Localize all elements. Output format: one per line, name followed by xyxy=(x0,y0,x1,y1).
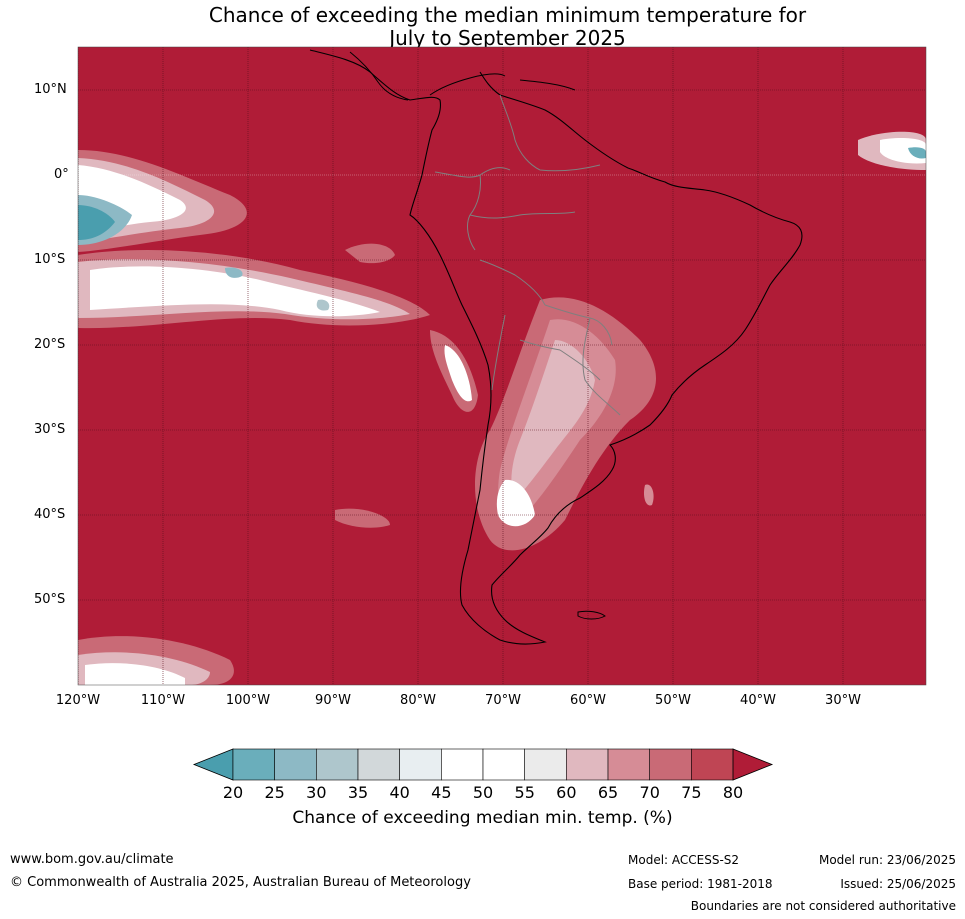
colorbar-title: Chance of exceeding median min. temp. (%… xyxy=(292,808,673,828)
map-background-above-80 xyxy=(78,47,926,685)
lon-label-110w: 110°W xyxy=(140,693,186,708)
colorbar-segment xyxy=(649,748,692,781)
colorbar-tick-label: 50 xyxy=(472,783,494,802)
footer-model-run: Model run: 23/06/2025 xyxy=(818,853,956,867)
colorbar-segment xyxy=(607,748,651,781)
colorbar-tick-label: 30 xyxy=(306,783,327,802)
title-line-2: July to September 2025 xyxy=(389,26,626,50)
pacific-southern-band-anomaly xyxy=(78,250,430,329)
colorbar-arrow-low xyxy=(192,748,234,781)
chile-coast-anomaly xyxy=(335,243,478,528)
colorbar xyxy=(192,748,774,781)
falkland-islands xyxy=(577,610,606,620)
lat-label-0: 0° xyxy=(54,167,69,182)
map-title: Chance of exceeding the median minimum t… xyxy=(0,4,965,50)
south-america-coastline xyxy=(309,49,803,645)
colorbar-segment xyxy=(441,748,484,781)
lon-label-120w: 120°W xyxy=(55,693,101,708)
argentina-anomaly xyxy=(475,297,657,551)
colorbar-segment xyxy=(274,748,317,781)
lat-label-30s: 30°S xyxy=(34,422,66,437)
map-frame xyxy=(77,46,927,686)
footer-model: Model: ACCESS-S2 xyxy=(628,853,740,867)
colorbar-segment xyxy=(524,748,567,781)
east-atlantic-anomaly-core xyxy=(908,147,926,159)
footer-copyright: © Commonwealth of Australia 2025, Austra… xyxy=(10,875,471,890)
footer-website: www.bom.gov.au/climate xyxy=(10,852,174,867)
lon-label-50w: 50°W xyxy=(655,693,691,708)
lon-label-30w: 30°W xyxy=(825,693,861,708)
lon-label-70w: 70°W xyxy=(485,693,521,708)
colorbar-tick-label: 65 xyxy=(597,783,619,802)
colorbar-tick-label: 25 xyxy=(264,783,285,802)
colorbar-tick-label: 40 xyxy=(389,783,410,802)
colorbar-segment xyxy=(232,748,275,781)
footer-issued: Issued: 25/06/2025 xyxy=(840,877,956,891)
lon-label-90w: 90°W xyxy=(315,693,351,708)
lat-label-10s: 10°S xyxy=(34,252,66,267)
title-line-1: Chance of exceeding the median minimum t… xyxy=(208,3,807,27)
colorbar-arrow-high xyxy=(732,748,774,781)
colorbar-segment xyxy=(399,748,442,781)
colorbar-tick-label: 75 xyxy=(681,783,702,802)
colorbar-tick-label: 80 xyxy=(722,783,744,802)
central-america-coastline xyxy=(349,51,576,101)
lon-label-80w: 80°W xyxy=(400,693,436,708)
south-pacific-anomaly xyxy=(78,636,234,685)
colorbar-segment xyxy=(691,748,734,781)
lat-label-10n: 10°N xyxy=(34,82,67,97)
colorbar-tick-label: 55 xyxy=(514,783,535,802)
colorbar-segment xyxy=(566,748,609,781)
country-borders xyxy=(434,94,621,416)
lon-label-100w: 100°W xyxy=(225,693,271,708)
graticule xyxy=(78,47,926,685)
lon-label-40w: 40°W xyxy=(740,693,776,708)
lat-label-50s: 50°S xyxy=(34,592,66,607)
footer-base-period: Base period: 1981-2018 xyxy=(628,877,773,891)
colorbar-segment xyxy=(482,748,525,781)
lat-label-40s: 40°S xyxy=(34,507,66,522)
lon-label-60w: 60°W xyxy=(570,693,606,708)
colorbar-segment xyxy=(316,748,359,781)
colorbar-tick-label: 45 xyxy=(431,783,452,802)
pacific-equatorial-anomaly xyxy=(78,150,247,252)
footer-disclaimer: Boundaries are not considered authoritat… xyxy=(690,899,956,913)
colorbar-tick-label: 70 xyxy=(639,783,660,802)
east-atlantic-anomaly-inner xyxy=(880,137,926,164)
colorbar-tick-label: 20 xyxy=(222,783,244,802)
lat-label-20s: 20°S xyxy=(34,337,66,352)
colorbar-tick-label: 60 xyxy=(556,783,577,802)
colorbar-segment xyxy=(357,748,400,781)
colorbar-tick-label: 35 xyxy=(347,783,369,802)
